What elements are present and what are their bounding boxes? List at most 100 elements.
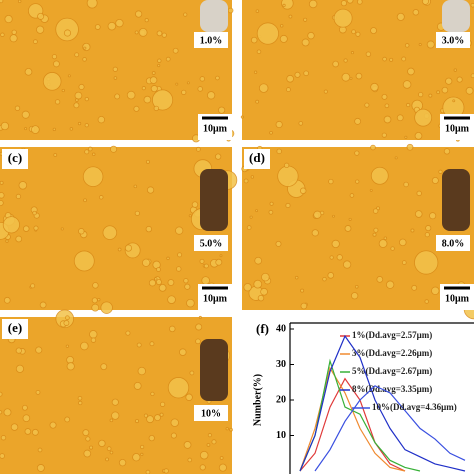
droplet: [151, 71, 156, 75]
droplet: [269, 130, 273, 135]
droplet: [279, 34, 288, 43]
droplet: [365, 51, 372, 57]
droplet: [146, 186, 155, 194]
droplet: [53, 153, 58, 157]
concentration: 1.0%: [200, 35, 223, 46]
panel-label: (c): [8, 150, 22, 165]
droplet: [355, 72, 363, 80]
droplet: [84, 123, 89, 128]
droplet: [425, 225, 432, 232]
y-axis-label: Number(%): [252, 374, 263, 426]
droplet: [66, 362, 75, 371]
droplet: [0, 199, 4, 207]
droplet: [33, 39, 38, 45]
droplet: [215, 153, 222, 160]
droplet: [299, 187, 307, 195]
droplet: [115, 19, 124, 28]
y-tick-label: 40: [276, 323, 286, 334]
droplet: [396, 114, 404, 122]
droplet: [275, 120, 283, 129]
droplet: [288, 14, 293, 19]
droplet: [84, 149, 90, 155]
droplet: [191, 201, 199, 208]
droplet: [349, 193, 355, 198]
droplet: [170, 432, 177, 439]
droplet: [418, 43, 422, 47]
droplet: [256, 49, 262, 54]
droplet: [369, 188, 373, 192]
droplet: [258, 83, 269, 93]
droplet: [301, 38, 310, 47]
droplet: [404, 135, 408, 139]
droplet: [167, 377, 190, 399]
droplet: [243, 178, 249, 184]
droplet: [5, 239, 9, 243]
droplet: [91, 303, 100, 312]
droplet: [157, 58, 162, 63]
droplet: [354, 150, 360, 156]
droplet: [134, 30, 139, 35]
panel-label: (d): [249, 150, 265, 165]
droplet: [356, 0, 363, 5]
droplet: [145, 225, 153, 233]
droplet: [186, 81, 190, 85]
droplet: [385, 280, 395, 289]
droplet: [4, 14, 13, 24]
droplet: [349, 76, 353, 80]
droplet: [370, 144, 376, 151]
droplet: [426, 40, 435, 49]
droplet: [14, 105, 21, 111]
droplet: [0, 435, 7, 441]
concentration-box: [436, 235, 470, 251]
droplet: [133, 381, 142, 390]
droplet: [113, 76, 118, 80]
droplet: [381, 93, 388, 100]
droplet: [77, 121, 82, 126]
micrograph: [242, 0, 474, 140]
droplet: [355, 179, 360, 184]
droplet: [383, 236, 388, 240]
droplet: [414, 108, 433, 127]
droplet: [74, 52, 80, 58]
droplet: [354, 117, 362, 125]
series-line: [299, 358, 421, 472]
vial: [200, 339, 228, 401]
droplet: [322, 276, 327, 282]
droplet: [195, 146, 201, 152]
droplet: [9, 34, 18, 43]
droplet: [277, 165, 299, 187]
droplet: [167, 295, 176, 304]
droplet: [348, 217, 352, 221]
droplet: [183, 441, 192, 449]
droplet: [117, 247, 122, 252]
panel-label: (e): [8, 320, 22, 335]
droplet: [396, 12, 405, 21]
y-tick-label: 30: [276, 359, 286, 370]
droplet: [75, 98, 79, 102]
legend-entry: 8%(Dd.avg=3.35μm): [352, 384, 432, 394]
droplet: [421, 0, 429, 5]
droplet: [145, 469, 151, 474]
droplet: [150, 391, 155, 397]
droplet: [412, 9, 420, 16]
droplet: [256, 22, 280, 45]
droplet: [429, 212, 437, 220]
droplet: [37, 12, 45, 20]
scale-label: 10μm: [445, 123, 470, 134]
droplet: [184, 283, 191, 290]
droplet: [54, 99, 61, 105]
panel-label-box: [244, 149, 270, 169]
droplet: [152, 89, 174, 111]
y-tick-label: 10: [276, 430, 286, 441]
droplet: [342, 260, 352, 269]
droplet: [254, 256, 263, 265]
scale-label: 10μm: [445, 293, 470, 304]
droplet: [179, 348, 187, 356]
droplet: [155, 279, 162, 286]
droplet: [18, 181, 28, 190]
droplet: [172, 47, 179, 54]
droplet: [143, 95, 152, 104]
droplet: [146, 415, 155, 424]
droplet: [253, 279, 263, 289]
droplet: [31, 428, 39, 436]
